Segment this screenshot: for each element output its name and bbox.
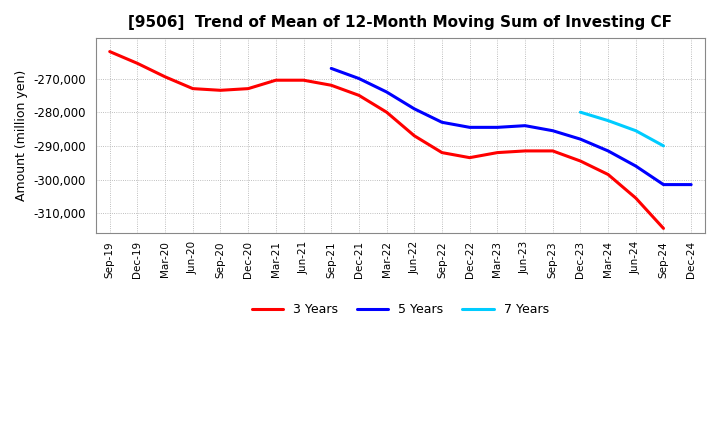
Line: 7 Years: 7 Years xyxy=(580,112,663,146)
7 Years xyxy=(659,143,667,149)
7 Years xyxy=(576,110,585,115)
5 Years xyxy=(410,106,418,111)
3 Years xyxy=(327,83,336,88)
5 Years xyxy=(521,123,529,128)
5 Years xyxy=(355,76,364,81)
3 Years xyxy=(631,195,640,201)
3 Years xyxy=(465,155,474,160)
3 Years xyxy=(438,150,446,155)
3 Years xyxy=(189,86,197,91)
Line: 5 Years: 5 Years xyxy=(331,68,691,185)
5 Years xyxy=(687,182,696,187)
5 Years xyxy=(327,66,336,71)
3 Years xyxy=(216,88,225,93)
7 Years xyxy=(631,128,640,133)
3 Years xyxy=(105,49,114,54)
Legend: 3 Years, 5 Years, 7 Years: 3 Years, 5 Years, 7 Years xyxy=(247,298,554,321)
5 Years xyxy=(465,125,474,130)
5 Years xyxy=(576,136,585,142)
3 Years xyxy=(549,148,557,154)
5 Years xyxy=(549,128,557,133)
3 Years xyxy=(161,74,169,80)
3 Years xyxy=(576,158,585,164)
3 Years xyxy=(604,172,613,177)
3 Years xyxy=(355,93,364,98)
3 Years xyxy=(244,86,253,91)
5 Years xyxy=(382,89,391,95)
3 Years xyxy=(493,150,502,155)
Title: [9506]  Trend of Mean of 12-Month Moving Sum of Investing CF: [9506] Trend of Mean of 12-Month Moving … xyxy=(128,15,672,30)
Y-axis label: Amount (million yen): Amount (million yen) xyxy=(15,70,28,202)
3 Years xyxy=(659,226,667,231)
3 Years xyxy=(410,133,418,139)
3 Years xyxy=(300,77,308,83)
5 Years xyxy=(493,125,502,130)
Line: 3 Years: 3 Years xyxy=(109,51,663,228)
3 Years xyxy=(133,61,142,66)
5 Years xyxy=(438,120,446,125)
3 Years xyxy=(271,77,280,83)
7 Years xyxy=(604,118,613,123)
3 Years xyxy=(521,148,529,154)
3 Years xyxy=(382,110,391,115)
5 Years xyxy=(604,148,613,154)
5 Years xyxy=(659,182,667,187)
5 Years xyxy=(631,163,640,169)
